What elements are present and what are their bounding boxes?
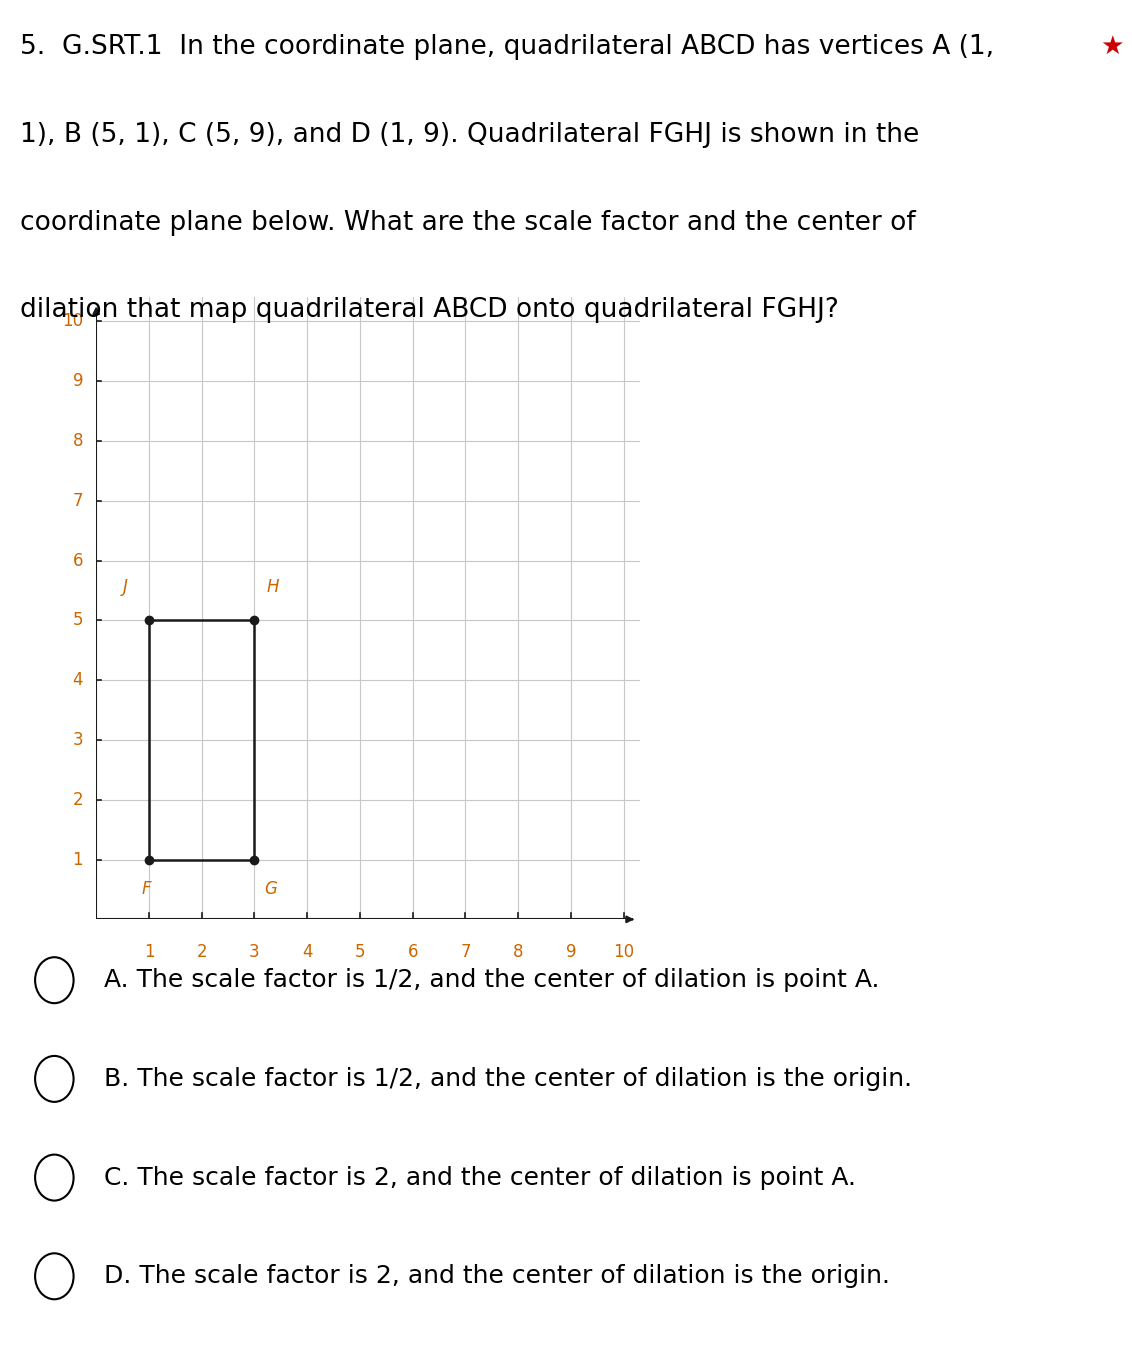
Text: 1: 1 bbox=[72, 850, 83, 868]
Text: 9: 9 bbox=[72, 372, 83, 391]
Text: dilation that map quadrilateral ABCD onto quadrilateral FGHJ?: dilation that map quadrilateral ABCD ont… bbox=[20, 297, 839, 323]
Text: G: G bbox=[264, 880, 276, 899]
Text: C. The scale factor is 2, and the center of dilation is point A.: C. The scale factor is 2, and the center… bbox=[104, 1165, 856, 1190]
Text: 7: 7 bbox=[461, 944, 471, 961]
Text: 2: 2 bbox=[197, 944, 207, 961]
Text: 5.  G.SRT.1  In the coordinate plane, quadrilateral ABCD has vertices A (1,: 5. G.SRT.1 In the coordinate plane, quad… bbox=[20, 34, 995, 59]
Text: A. The scale factor is 1/2, and the center of dilation is point A.: A. The scale factor is 1/2, and the cent… bbox=[104, 968, 880, 992]
Text: 10: 10 bbox=[62, 312, 83, 330]
Text: coordinate plane below. What are the scale factor and the center of: coordinate plane below. What are the sca… bbox=[20, 210, 916, 235]
Text: 9: 9 bbox=[566, 944, 576, 961]
Text: F: F bbox=[142, 880, 152, 899]
Text: B. The scale factor is 1/2, and the center of dilation is the origin.: B. The scale factor is 1/2, and the cent… bbox=[104, 1067, 912, 1091]
Text: H: H bbox=[267, 579, 280, 596]
Text: 3: 3 bbox=[249, 944, 259, 961]
Text: 8: 8 bbox=[72, 431, 83, 450]
Text: 2: 2 bbox=[72, 791, 83, 808]
Text: 5: 5 bbox=[354, 944, 366, 961]
Text: 1), B (5, 1), C (5, 9), and D (1, 9). Quadrilateral FGHJ is shown in the: 1), B (5, 1), C (5, 9), and D (1, 9). Qu… bbox=[20, 122, 919, 147]
Text: ★: ★ bbox=[1100, 34, 1124, 59]
Text: 6: 6 bbox=[408, 944, 418, 961]
Text: 8: 8 bbox=[513, 944, 523, 961]
Text: 4: 4 bbox=[72, 671, 83, 690]
Text: J: J bbox=[122, 579, 128, 596]
Text: 10: 10 bbox=[614, 944, 634, 961]
Text: 5: 5 bbox=[72, 611, 83, 630]
Text: 6: 6 bbox=[72, 552, 83, 569]
Text: 1: 1 bbox=[144, 944, 154, 961]
Text: D. The scale factor is 2, and the center of dilation is the origin.: D. The scale factor is 2, and the center… bbox=[104, 1264, 890, 1288]
Text: 3: 3 bbox=[72, 731, 83, 749]
Text: 7: 7 bbox=[72, 492, 83, 510]
Text: 4: 4 bbox=[302, 944, 312, 961]
